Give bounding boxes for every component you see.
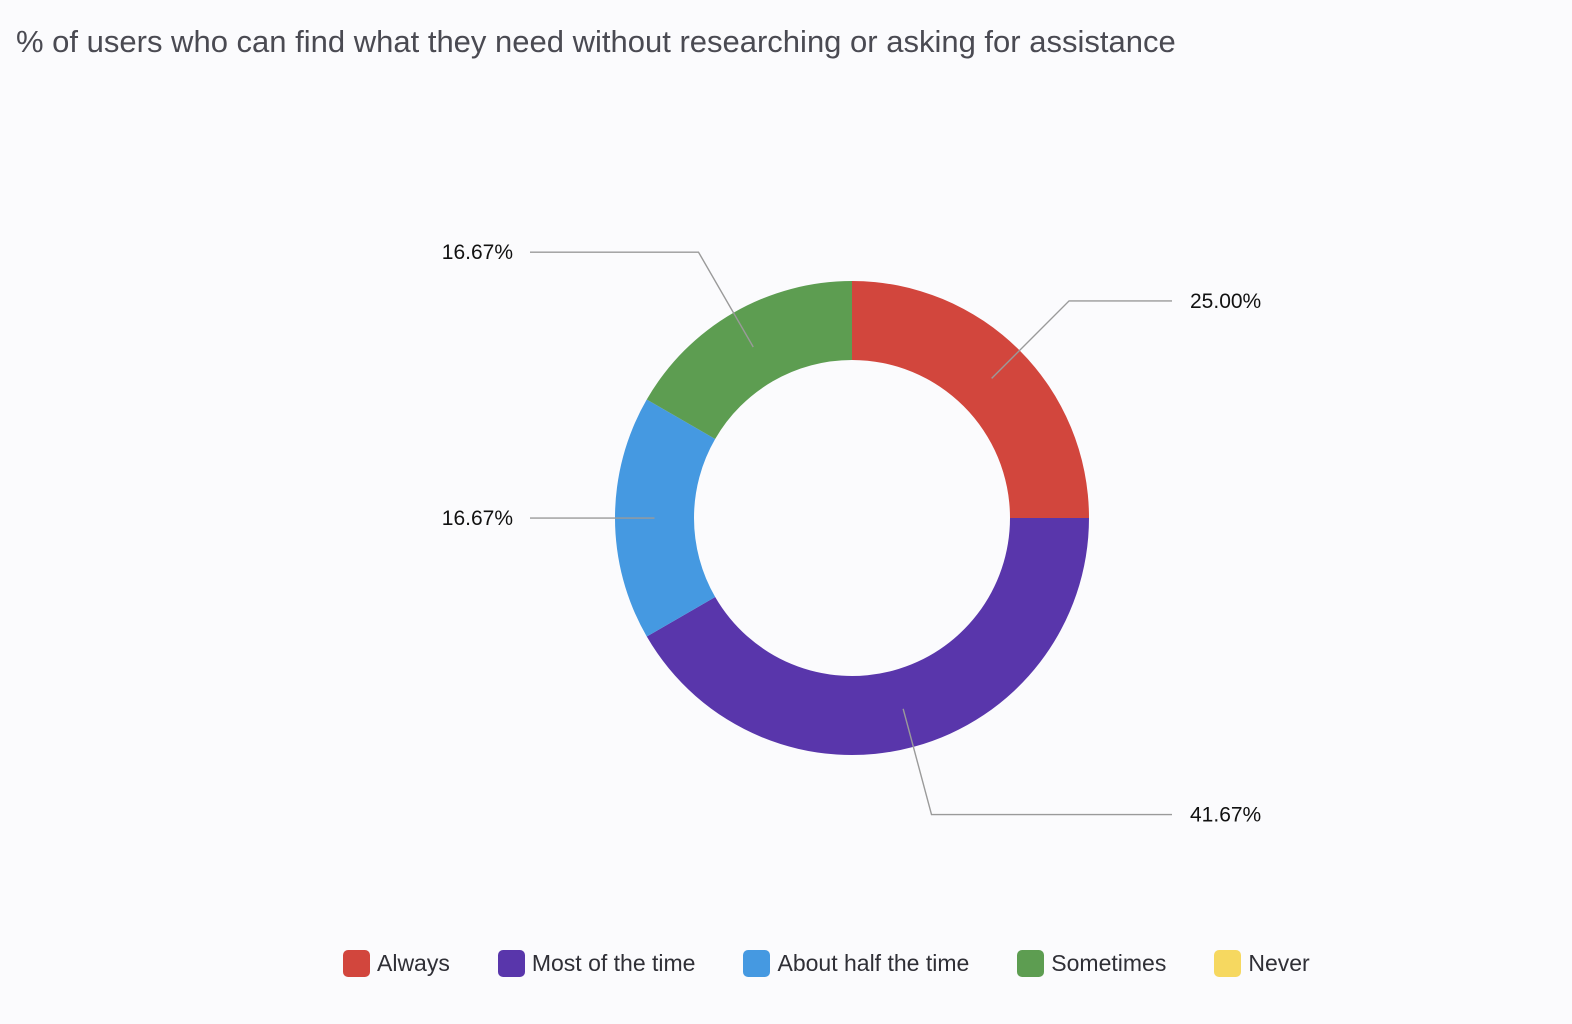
leader-line: [991, 300, 1172, 379]
legend-label: About half the time: [777, 950, 970, 976]
value-labels: 25.00% 41.67% 16.67% 16.67%: [442, 241, 1261, 826]
legend-label: Never: [1248, 950, 1310, 976]
legend-item-sometimes[interactable]: Sometimes: [1017, 950, 1166, 977]
legend-label: Always: [377, 950, 450, 976]
donut-slice-most-of-the-time[interactable]: [646, 517, 1089, 755]
legend-items: Always Most of the time About half the tim…: [343, 950, 1358, 977]
legend-swatch: [343, 950, 370, 977]
leader-line: [530, 251, 754, 348]
legend-swatch: [1214, 950, 1242, 977]
donut-slice-sometimes[interactable]: [646, 281, 852, 440]
slice-value-label: 16.67%: [442, 241, 513, 264]
legend-label: Most of the time: [531, 950, 696, 976]
donut-slice-about-half-the-time[interactable]: [615, 399, 716, 637]
legend-item-always[interactable]: Always: [343, 950, 450, 977]
donut-chart: 25.00% 41.67% 16.67% 16.67%: [442, 241, 1261, 826]
slice-value-label: 16.67%: [442, 507, 513, 530]
leader-line: [902, 708, 1172, 816]
legend-label: Sometimes: [1051, 950, 1167, 976]
legend-item-about-half-the-time[interactable]: About half the time: [743, 950, 969, 977]
donut-slices: [615, 281, 1089, 755]
donut-slice-always[interactable]: [852, 281, 1089, 518]
legend-swatch: [497, 950, 525, 977]
legend-item-most-of-the-time[interactable]: Most of the time: [497, 950, 696, 977]
slice-value-label: 25.00%: [1190, 290, 1261, 313]
legend-swatch: [1017, 950, 1045, 977]
legend-item-never[interactable]: Never: [1214, 950, 1310, 977]
slice-value-label: 41.67%: [1190, 804, 1261, 827]
chart-title: % of users who can find what they need w…: [16, 24, 1176, 59]
legend-swatch: [743, 950, 771, 977]
leader-lines: [530, 251, 1172, 816]
